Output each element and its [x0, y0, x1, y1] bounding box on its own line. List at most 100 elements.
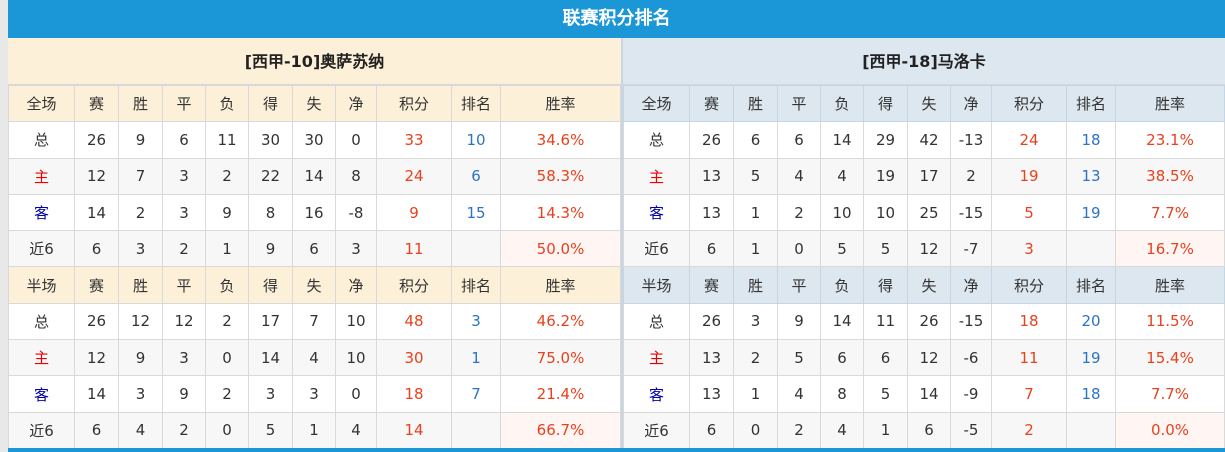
column-header: 净 [335, 266, 377, 304]
column-header: 赛 [689, 266, 734, 304]
cell: 12 [907, 230, 951, 268]
header-row: 半场赛胜平负得失净积分 排名 胜率 [623, 266, 1225, 304]
cell: 10 [335, 339, 377, 377]
column-header: 积分 [991, 84, 1067, 123]
cell: 14 [820, 121, 864, 159]
points-cell: 24 [991, 121, 1067, 159]
row-label: 总 [623, 302, 690, 341]
cell: 9 [118, 339, 163, 377]
table-row: 客 13 1 4 8 5 14 -9 7 18 7.7% [623, 375, 1225, 413]
cell: 12 [74, 157, 119, 195]
cell: -9 [950, 375, 992, 413]
cell: 4 [777, 375, 821, 413]
column-header: 失 [292, 266, 336, 304]
cell: -13 [950, 121, 992, 159]
cell: 0 [205, 339, 249, 377]
row-label: 总 [8, 121, 75, 159]
cell: 2 [777, 411, 821, 449]
points-cell: 14 [376, 411, 452, 449]
cell: 4 [777, 157, 821, 195]
cell: 12 [74, 339, 119, 377]
column-header: 平 [777, 266, 821, 304]
cell: 2 [118, 193, 163, 232]
widget-title: 联赛积分排名 [8, 0, 1225, 38]
team-panel-away: [西甲-18]马洛卡 全场赛胜平负得失净积分 排名 胜率总 26 6 6 14 29 42 -13 2… [623, 38, 1225, 449]
column-header: 胜率 [1115, 266, 1225, 304]
row-label: 客 [623, 375, 690, 413]
rank-cell: 3 [451, 302, 501, 341]
cell: 8 [335, 157, 377, 195]
cell: 14 [74, 193, 119, 232]
win-rate-cell: 50.0% [500, 230, 621, 268]
column-header: 失 [907, 84, 951, 123]
points-cell: 19 [991, 157, 1067, 195]
column-header: 排名 [451, 266, 501, 304]
row-label: 总 [8, 302, 75, 341]
cell: 6 [292, 230, 336, 268]
win-rate-cell: 16.7% [1115, 230, 1225, 268]
table-row: 近6 6 0 2 4 1 6 -5 2 0.0% [623, 411, 1225, 449]
rank-cell: 10 [451, 121, 501, 159]
cell: 12 [907, 339, 951, 377]
table-row: 近6 6 4 2 0 5 1 4 14 66.7% [8, 411, 621, 449]
cell: 13 [689, 339, 734, 377]
points-cell: 3 [991, 230, 1067, 268]
cell: 3 [162, 157, 206, 195]
row-label: 主 [8, 157, 75, 195]
cell: 6 [863, 339, 908, 377]
row-label: 客 [623, 193, 690, 232]
cell: -15 [950, 193, 992, 232]
cell: 4 [820, 157, 864, 195]
win-rate-cell: 46.2% [500, 302, 621, 341]
cell: 2 [162, 230, 206, 268]
cell: 5 [733, 157, 778, 195]
cell: 17 [907, 157, 951, 195]
column-header: 平 [162, 84, 206, 123]
cell: 6 [74, 411, 119, 449]
cell: 6 [162, 121, 206, 159]
cell: 3 [162, 339, 206, 377]
column-header: 排名 [451, 84, 501, 123]
cell: 42 [907, 121, 951, 159]
cell: 2 [733, 339, 778, 377]
cell: 25 [907, 193, 951, 232]
column-header: 负 [205, 84, 249, 123]
win-rate-cell: 58.3% [500, 157, 621, 195]
cell: 4 [820, 411, 864, 449]
cell: 17 [248, 302, 293, 341]
rank-cell: 1 [451, 339, 501, 377]
cell: 26 [74, 302, 119, 341]
cell: 12 [162, 302, 206, 341]
row-label: 主 [623, 339, 690, 377]
column-header: 得 [248, 84, 293, 123]
points-cell: 18 [991, 302, 1067, 341]
table-row: 主 12 7 3 2 22 14 8 24 6 58.3% [8, 157, 621, 195]
cell: 29 [863, 121, 908, 159]
cell: 7 [292, 302, 336, 341]
cell: 0 [335, 121, 377, 159]
cell: 5 [863, 230, 908, 268]
cell: 13 [689, 157, 734, 195]
cell: 5 [777, 339, 821, 377]
cell: 3 [733, 302, 778, 341]
win-rate-cell: 38.5% [1115, 157, 1225, 195]
column-header: 胜率 [500, 266, 621, 304]
column-header: 胜率 [500, 84, 621, 123]
rank-cell: 19 [1066, 193, 1116, 232]
column-header: 得 [863, 266, 908, 304]
cell: -7 [950, 230, 992, 268]
cell: 3 [335, 230, 377, 268]
cell: 3 [118, 230, 163, 268]
cell: 26 [689, 302, 734, 341]
column-header: 得 [248, 266, 293, 304]
cell: 2 [205, 375, 249, 413]
column-header: 赛 [74, 266, 119, 304]
win-rate-cell: 7.7% [1115, 375, 1225, 413]
column-header: 胜 [733, 84, 778, 123]
cell: 1 [863, 411, 908, 449]
cell: 5 [820, 230, 864, 268]
cell: 1 [292, 411, 336, 449]
column-header: 赛 [689, 84, 734, 123]
points-cell: 30 [376, 339, 452, 377]
cell: 22 [248, 157, 293, 195]
